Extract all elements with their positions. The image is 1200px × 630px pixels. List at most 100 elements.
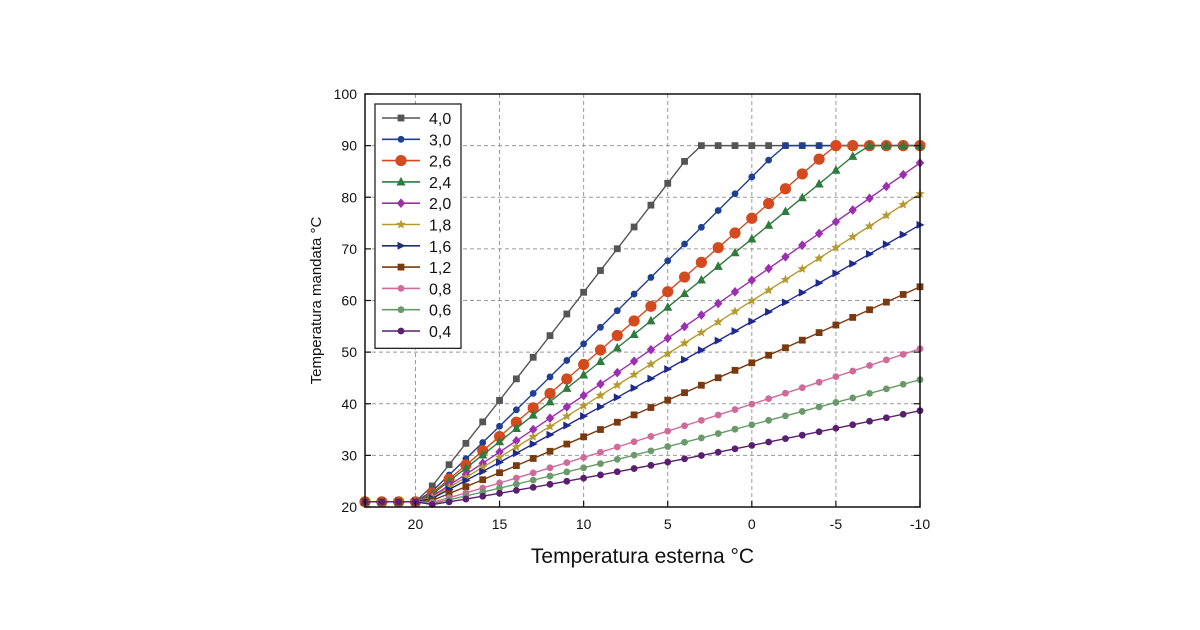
data-point (594, 344, 607, 356)
legend-marker (397, 241, 406, 250)
data-point (781, 298, 790, 307)
data-point (647, 374, 656, 383)
data-point (832, 373, 840, 381)
data-point (796, 168, 808, 180)
data-point (595, 356, 606, 365)
legend-label: 0,6 (429, 303, 451, 320)
data-point (780, 274, 791, 284)
data-point (546, 373, 554, 381)
data-point (479, 476, 487, 484)
data-point (461, 472, 471, 482)
legend-item: 2,4 (382, 175, 451, 192)
data-point (512, 449, 521, 458)
data-point (395, 498, 403, 506)
data-point (562, 411, 572, 421)
y-tick-label: 40 (341, 396, 357, 412)
data-point (613, 307, 621, 315)
legend-marker (397, 263, 405, 271)
data-point (496, 479, 503, 487)
data-point (529, 455, 537, 462)
legend-item: 2,0 (382, 196, 451, 213)
data-point (830, 140, 842, 152)
data-point (763, 285, 774, 295)
data-point (765, 438, 773, 446)
data-point (445, 490, 453, 497)
data-point (495, 447, 504, 457)
data-point (545, 396, 555, 406)
data-point (697, 416, 705, 424)
data-point (664, 443, 672, 450)
data-point (881, 210, 892, 220)
data-point (612, 380, 623, 390)
data-point (748, 442, 756, 449)
data-point (645, 300, 657, 312)
data-point (881, 140, 891, 150)
legend-label: 2,0 (429, 196, 451, 213)
series-1-8 (360, 188, 925, 506)
data-point (748, 142, 756, 150)
x-tick-label: 20 (408, 516, 424, 532)
data-point (477, 462, 488, 472)
data-point (781, 252, 790, 262)
data-point (782, 389, 789, 397)
data-point (765, 416, 773, 424)
data-point (580, 288, 588, 296)
data-point (681, 455, 688, 463)
data-point (898, 140, 908, 150)
data-point (714, 374, 722, 382)
data-point (646, 359, 656, 369)
series-line (365, 224, 921, 503)
data-point (713, 261, 723, 270)
data-point (865, 193, 874, 204)
data-point (832, 321, 840, 329)
data-point (546, 430, 555, 439)
legend-label: 1,6 (429, 239, 451, 256)
legend-marker (397, 306, 405, 314)
data-point (563, 459, 571, 467)
data-point (646, 315, 656, 325)
data-point (580, 454, 588, 461)
data-point (595, 390, 606, 400)
data-point (697, 223, 705, 231)
data-point (613, 443, 621, 451)
data-point (579, 369, 589, 379)
data-point (512, 480, 520, 488)
data-point (779, 183, 792, 195)
data-point (713, 317, 723, 327)
data-point (898, 199, 908, 209)
data-point (714, 448, 722, 456)
legend-label: 2,6 (429, 154, 451, 171)
data-point (695, 256, 707, 268)
data-point (746, 212, 758, 224)
data-point (680, 321, 689, 332)
legend-label: 0,8 (429, 281, 451, 298)
data-point (629, 329, 639, 338)
data-point (815, 279, 824, 288)
data-point (647, 433, 655, 440)
data-point (596, 379, 605, 389)
data-point (814, 228, 824, 239)
data-point (748, 359, 756, 367)
legend-box (374, 103, 462, 349)
data-point (428, 501, 436, 508)
data-point (647, 201, 655, 209)
data-point (545, 421, 555, 431)
data-point (529, 469, 537, 477)
legend-item: 4,0 (382, 111, 451, 128)
data-point (681, 438, 688, 446)
data-point (462, 439, 470, 447)
data-point (529, 390, 537, 397)
y-tick-label: 30 (341, 447, 357, 463)
data-point (714, 411, 722, 419)
data-point (578, 400, 589, 410)
data-point (579, 390, 588, 401)
data-point (596, 402, 605, 411)
data-point (899, 230, 908, 239)
data-point (630, 438, 638, 446)
legend-marker (397, 135, 405, 143)
series-line (365, 348, 921, 504)
data-point (849, 313, 857, 321)
data-point (496, 489, 503, 497)
